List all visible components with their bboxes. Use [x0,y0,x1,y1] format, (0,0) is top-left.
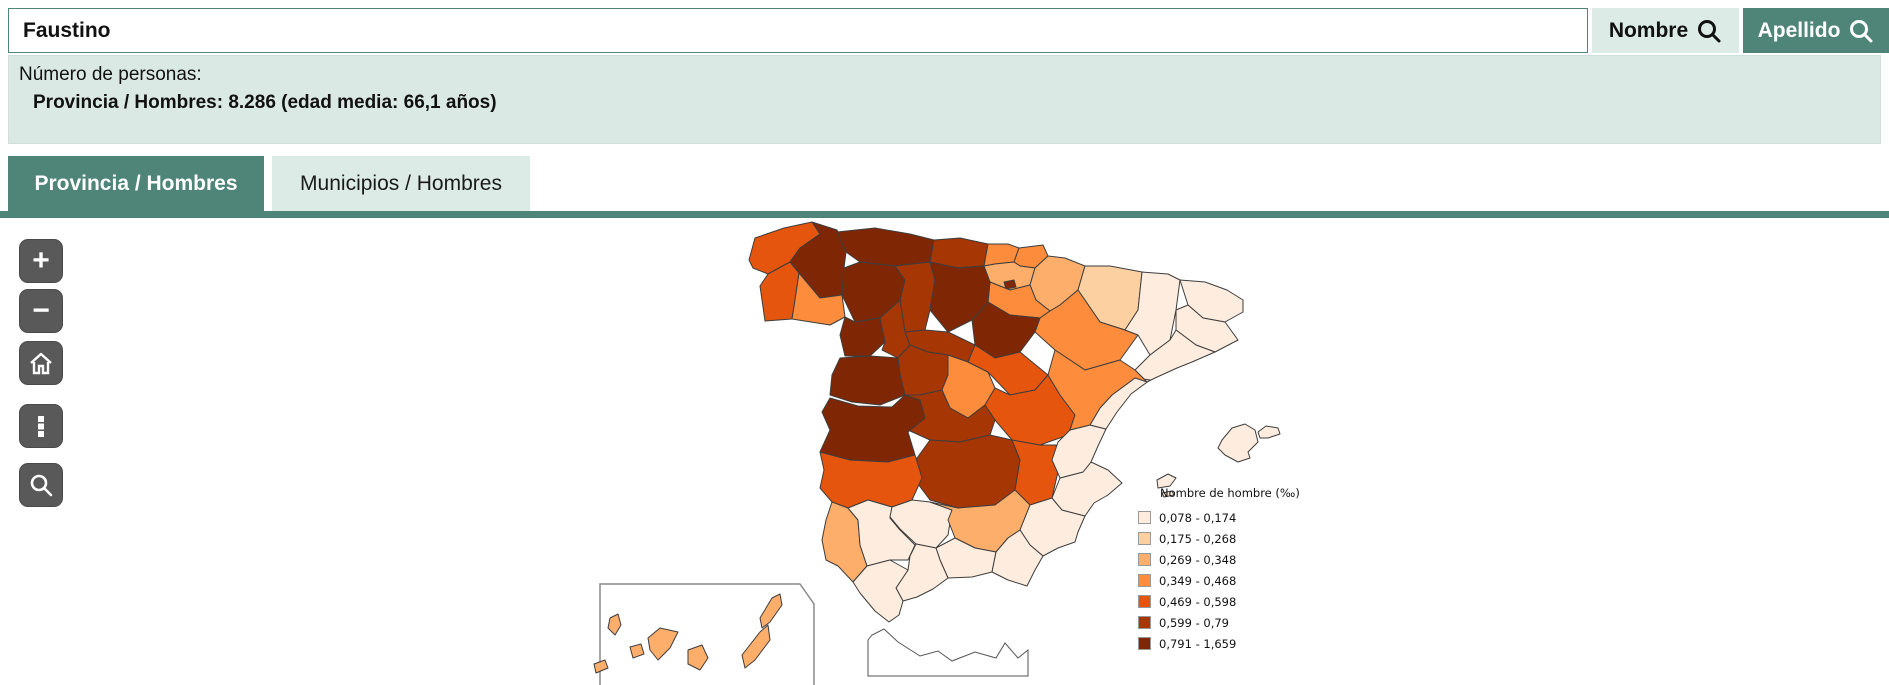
home-icon [30,352,52,375]
apellido-button-label: Apellido [1757,18,1841,42]
map-area: + − Nombre de hombre (‰) 0,078 - 0,174 0,… [0,220,1889,685]
province-tenerife[interactable] [647,627,679,661]
legend-title: Nombre de hombre (‰) [1160,486,1300,500]
tab-bar: Provincia / Hombres Municipios / Hombres [0,156,1889,211]
home-extent-button[interactable] [19,341,63,385]
province-ourense[interactable] [791,272,846,326]
legend-label: 0,469 - 0,598 [1159,594,1237,609]
legend-swatch [1138,616,1151,629]
legend-item-2: 0,269 - 0,348 [1138,549,1300,570]
result-info-bar: Número de personas: Provincia / Hombres:… [8,55,1881,144]
province-mallorca[interactable] [1217,423,1259,463]
province-la-palma[interactable] [607,613,622,636]
province-valencia[interactable] [1051,424,1107,479]
legend-label: 0,599 - 0,79 [1159,615,1229,630]
apellido-search-button[interactable]: Apellido [1743,8,1889,53]
legend-swatch [1138,637,1151,650]
province-menorca[interactable] [1257,425,1281,439]
canary-inset-frame [599,583,815,685]
legend-swatch [1138,595,1151,608]
legend-item-0: 0,078 - 0,174 [1138,507,1300,528]
legend-item-3: 0,349 - 0,468 [1138,570,1300,591]
zoom-out-button[interactable]: − [19,289,63,333]
province-salamanca[interactable] [829,355,906,406]
province-teruel[interactable] [1047,349,1148,431]
name-search-input[interactable] [8,8,1588,53]
plus-icon: + [32,244,50,277]
legend-swatch [1138,553,1151,566]
legend-item-1: 0,175 - 0,268 [1138,528,1300,549]
tab-provincia-label: Provincia / Hombres [34,171,238,195]
province-fuerteventura[interactable] [741,624,771,669]
nombre-button-label: Nombre [1608,18,1689,42]
province-lanzarote[interactable] [759,593,783,629]
legend-swatch [1138,532,1151,545]
tab-municipios-hombres[interactable]: Municipios / Hombres [272,156,530,211]
africa-coast-outline [867,628,1029,677]
province-almeria[interactable] [991,529,1044,587]
province-caceres[interactable] [819,394,926,463]
search-row: Nombre Apellido [0,0,1889,56]
map-legend: Nombre de hombre (‰) 0,078 - 0,174 0,175 … [1138,486,1300,654]
tab-provincia-hombres[interactable]: Provincia / Hombres [8,156,264,211]
more-tools-button[interactable] [19,404,63,448]
province-cadiz[interactable] [852,559,909,623]
result-heading: Número de personas: [19,64,202,85]
tab-underline [0,211,1889,218]
legend-item-6: 0,791 - 1,659 [1138,633,1300,654]
search-icon [1850,19,1873,42]
province-asturias[interactable] [836,227,935,267]
province-polygons[interactable] [593,221,1281,674]
search-icon [1698,19,1721,42]
province-malaga[interactable] [895,543,949,602]
legend-label: 0,349 - 0,468 [1159,573,1237,588]
legend-label: 0,175 - 0,268 [1159,531,1237,546]
province-ibiza[interactable] [1156,473,1177,489]
province-gran-canaria[interactable] [687,644,709,671]
tab-municipios-label: Municipios / Hombres [300,171,502,195]
result-detail: Provincia / Hombres: 8.286 (edad media: … [33,92,497,113]
province-zamora[interactable] [839,316,886,357]
province-ciudad-real[interactable] [914,434,1021,509]
nombre-search-button[interactable]: Nombre [1592,8,1739,53]
province-cordoba[interactable] [889,499,953,549]
legend-swatch [1138,511,1151,524]
legend-label: 0,269 - 0,348 [1159,552,1237,567]
legend-item-5: 0,599 - 0,79 [1138,612,1300,633]
zoom-in-button[interactable]: + [19,239,63,283]
legend-label: 0,078 - 0,174 [1159,510,1237,525]
kebab-menu-icon [38,416,44,437]
province-trevino[interactable] [1003,279,1017,290]
province-el-hierro[interactable] [593,659,609,674]
province-la-gomera[interactable] [629,643,645,659]
legend-swatch [1138,574,1151,587]
spain-choropleth-map[interactable] [0,220,1889,685]
legend-item-4: 0,469 - 0,598 [1138,591,1300,612]
zoom-selection-button[interactable] [19,463,63,507]
magnifier-icon [30,474,53,497]
minus-icon: − [32,294,50,327]
province-formentera[interactable] [1161,490,1175,498]
legend-label: 0,791 - 1,659 [1159,636,1237,651]
